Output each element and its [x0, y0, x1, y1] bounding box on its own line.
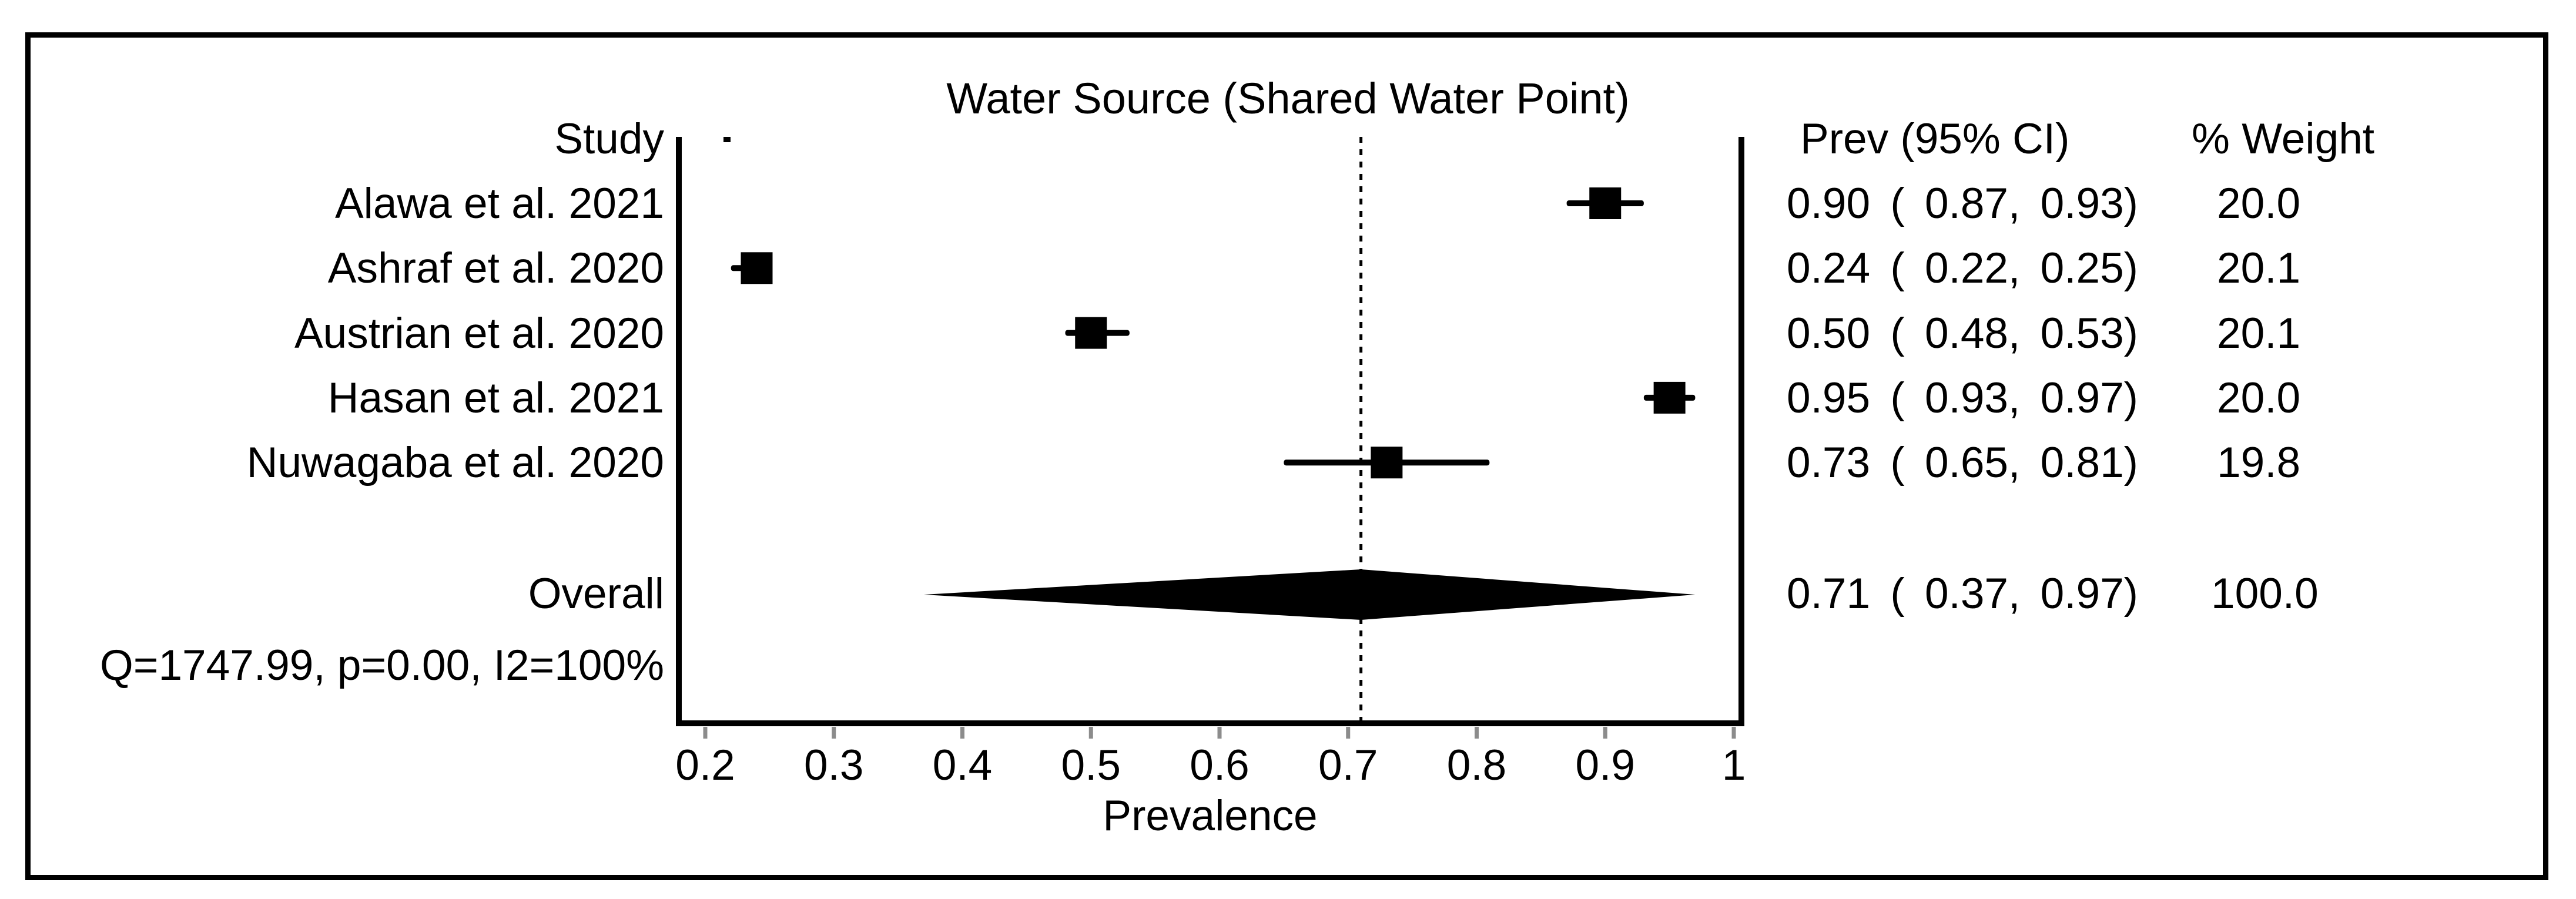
- point-estimate-square: [1653, 381, 1686, 414]
- overall-diamond: [923, 569, 1696, 620]
- x-tick-label: 0.3: [804, 742, 864, 789]
- x-tick: [1346, 727, 1351, 739]
- column-header-weight: % Weight: [2192, 115, 2375, 163]
- x-axis-line: [676, 720, 1744, 726]
- study-label: Ashraf et al. 2020: [327, 244, 664, 293]
- x-tick: [1217, 727, 1222, 739]
- x-tick: [1603, 727, 1607, 739]
- weight-value: 20.1: [2217, 309, 2301, 357]
- x-tick: [703, 727, 708, 739]
- x-tick-label: 0.5: [1061, 742, 1121, 789]
- x-tick-label: 0.9: [1575, 742, 1635, 789]
- top-mini-tick: [723, 137, 731, 142]
- x-tick-label: 0.6: [1190, 742, 1250, 789]
- point-estimate-square: [741, 252, 773, 284]
- left-axis-line: [676, 137, 682, 726]
- column-header-prev-ci: Prev (95% CI): [1800, 115, 2070, 163]
- prev-value: 0.95 ( 0.93, 0.97): [1787, 374, 2138, 422]
- point-estimate-square: [1371, 447, 1403, 479]
- prev-value: 0.24 ( 0.22, 0.25): [1787, 244, 2138, 293]
- x-axis-label: Prevalence: [1103, 792, 1318, 840]
- column-header-study: Study: [554, 115, 664, 163]
- weight-value: 19.8: [2217, 439, 2301, 487]
- x-tick: [1475, 727, 1479, 739]
- x-tick: [1731, 727, 1736, 739]
- weight-value: 20.0: [2217, 374, 2301, 422]
- study-label: Hasan et al. 2021: [327, 374, 664, 422]
- study-label: Austrian et al. 2020: [294, 309, 664, 357]
- x-tick-label: 0.4: [932, 742, 993, 789]
- overall-prev-value: 0.71 ( 0.37, 0.97): [1787, 570, 2138, 618]
- weight-value: 20.0: [2217, 180, 2301, 227]
- prev-value: 0.90 ( 0.87, 0.93): [1787, 180, 2138, 227]
- right-axis-line: [1738, 137, 1744, 726]
- outer-border: [25, 32, 2548, 880]
- x-tick-label: 0.8: [1446, 742, 1507, 789]
- study-label: Nuwagaba et al. 2020: [246, 439, 664, 487]
- x-tick-label: 1: [1721, 742, 1746, 789]
- point-estimate-square: [1589, 187, 1622, 219]
- overall-label: Overall: [528, 570, 664, 618]
- x-tick-label: 0.7: [1318, 742, 1378, 789]
- x-tick: [832, 727, 836, 739]
- prev-value: 0.50 ( 0.48, 0.53): [1787, 309, 2138, 357]
- study-label: Alawa et al. 2021: [334, 180, 664, 227]
- x-tick: [1088, 727, 1093, 739]
- weight-value: 20.1: [2217, 244, 2301, 293]
- chart-title: Water Source (Shared Water Point): [946, 74, 1630, 123]
- prev-value: 0.73 ( 0.65, 0.81): [1787, 439, 2138, 487]
- heterogeneity-stats: Q=1747.99, p=0.00, I2=100%: [100, 642, 664, 689]
- x-tick-label: 0.2: [675, 742, 735, 789]
- x-tick: [960, 727, 964, 739]
- point-estimate-square: [1075, 317, 1107, 349]
- overall-weight-value: 100.0: [2211, 570, 2319, 618]
